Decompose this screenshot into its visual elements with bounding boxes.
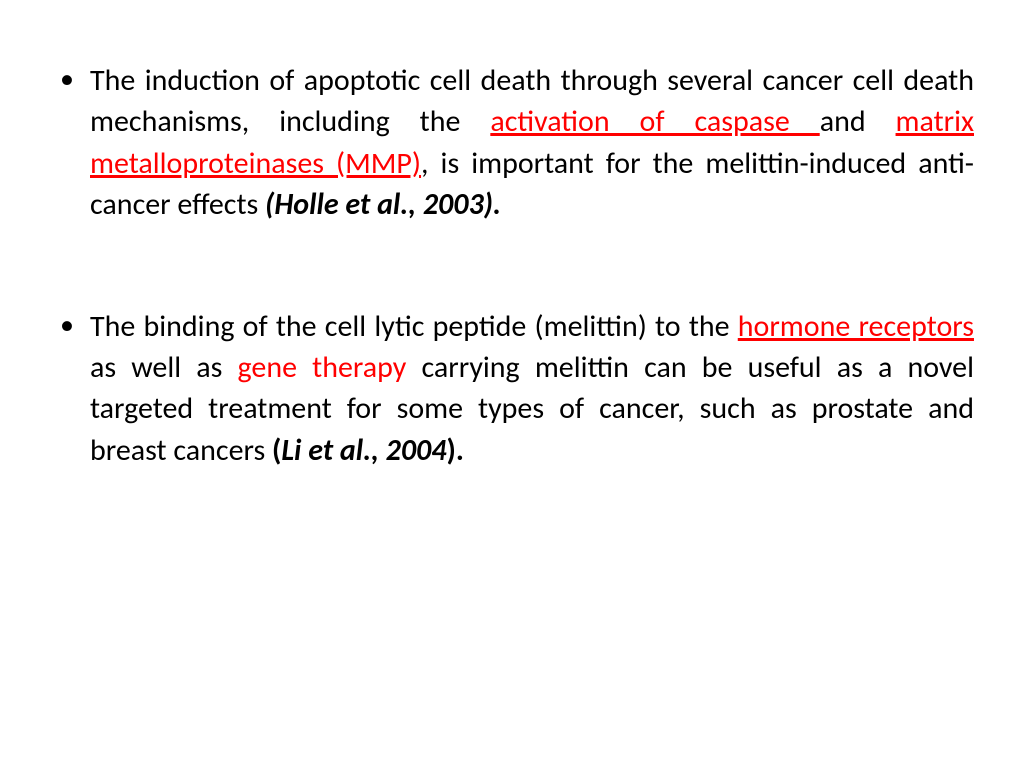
highlight-text: gene therapy <box>238 349 407 386</box>
paren-close: ). <box>446 432 463 469</box>
body-text: The binding of the cell lytic peptide (m… <box>90 308 738 345</box>
body-text: and <box>820 103 896 140</box>
citation: (Holle et al., 2003). <box>265 186 501 223</box>
body-text: as well as <box>90 349 238 386</box>
highlight-text: activation of caspase <box>490 103 819 140</box>
highlight-text: hormone receptors <box>738 308 974 345</box>
citation: Li et al., 2004 <box>281 432 446 469</box>
bullet-list: The induction of apoptotic cell death th… <box>50 60 974 471</box>
paren-open: ( <box>272 432 281 469</box>
list-item: The induction of apoptotic cell death th… <box>50 60 974 226</box>
list-item: The binding of the cell lytic peptide (m… <box>50 306 974 472</box>
